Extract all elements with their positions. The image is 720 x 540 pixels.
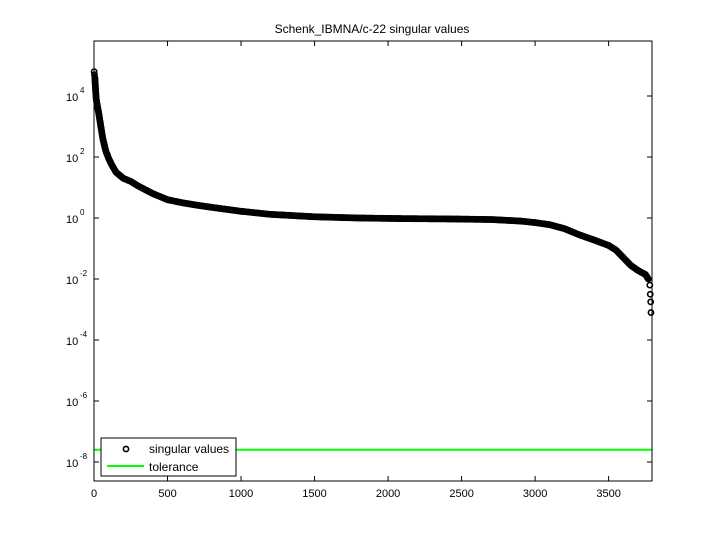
x-tick-label: 1000: [229, 488, 253, 500]
legend-label-tolerance: tolerance: [149, 460, 199, 474]
x-tick-label: 3000: [523, 488, 547, 500]
data-point: [647, 309, 655, 316]
data-point: [646, 290, 654, 298]
y-tick-label: 10: [66, 153, 78, 165]
x-tick-label: 2000: [376, 488, 400, 500]
x-axis-ticks: 0 500 1000 1500 2000 2500 3000 3500: [91, 41, 621, 500]
y-tick-label: 10: [66, 397, 78, 409]
x-tick-label: 500: [158, 488, 176, 500]
x-tick-label: 0: [91, 488, 97, 500]
x-tick-label: 3500: [596, 488, 620, 500]
y-tick-exponent: -8: [80, 452, 88, 461]
y-tick-exponent: 0: [80, 208, 85, 217]
circle-marker-icon: [122, 445, 130, 453]
legend-box: [100, 437, 237, 477]
y-tick-exponent: 2: [80, 147, 85, 156]
y-tick-label: 10: [66, 458, 78, 470]
y-tick-label: 10: [66, 275, 78, 287]
x-tick-label: 2500: [449, 488, 473, 500]
y-tick-exponent: 4: [80, 86, 85, 95]
legend-label-singular-values: singular values: [149, 442, 229, 456]
y-tick-exponent: -6: [80, 391, 88, 400]
axes: [93, 40, 653, 482]
data-series-singular-values: [90, 68, 655, 316]
y-tick-label: 10: [66, 336, 78, 348]
data-point: [647, 298, 655, 306]
chart-title: Schenk_IBMNA/c-22 singular values: [275, 22, 470, 36]
legend: singular values tolerance: [100, 437, 237, 477]
y-tick-label: 10: [66, 92, 78, 104]
y-tick-label: 10: [66, 214, 78, 226]
y-tick-exponent: -4: [80, 330, 88, 339]
x-tick-label: 1500: [302, 488, 326, 500]
axes-box: [93, 40, 653, 482]
y-tick-exponent: -2: [80, 269, 88, 278]
